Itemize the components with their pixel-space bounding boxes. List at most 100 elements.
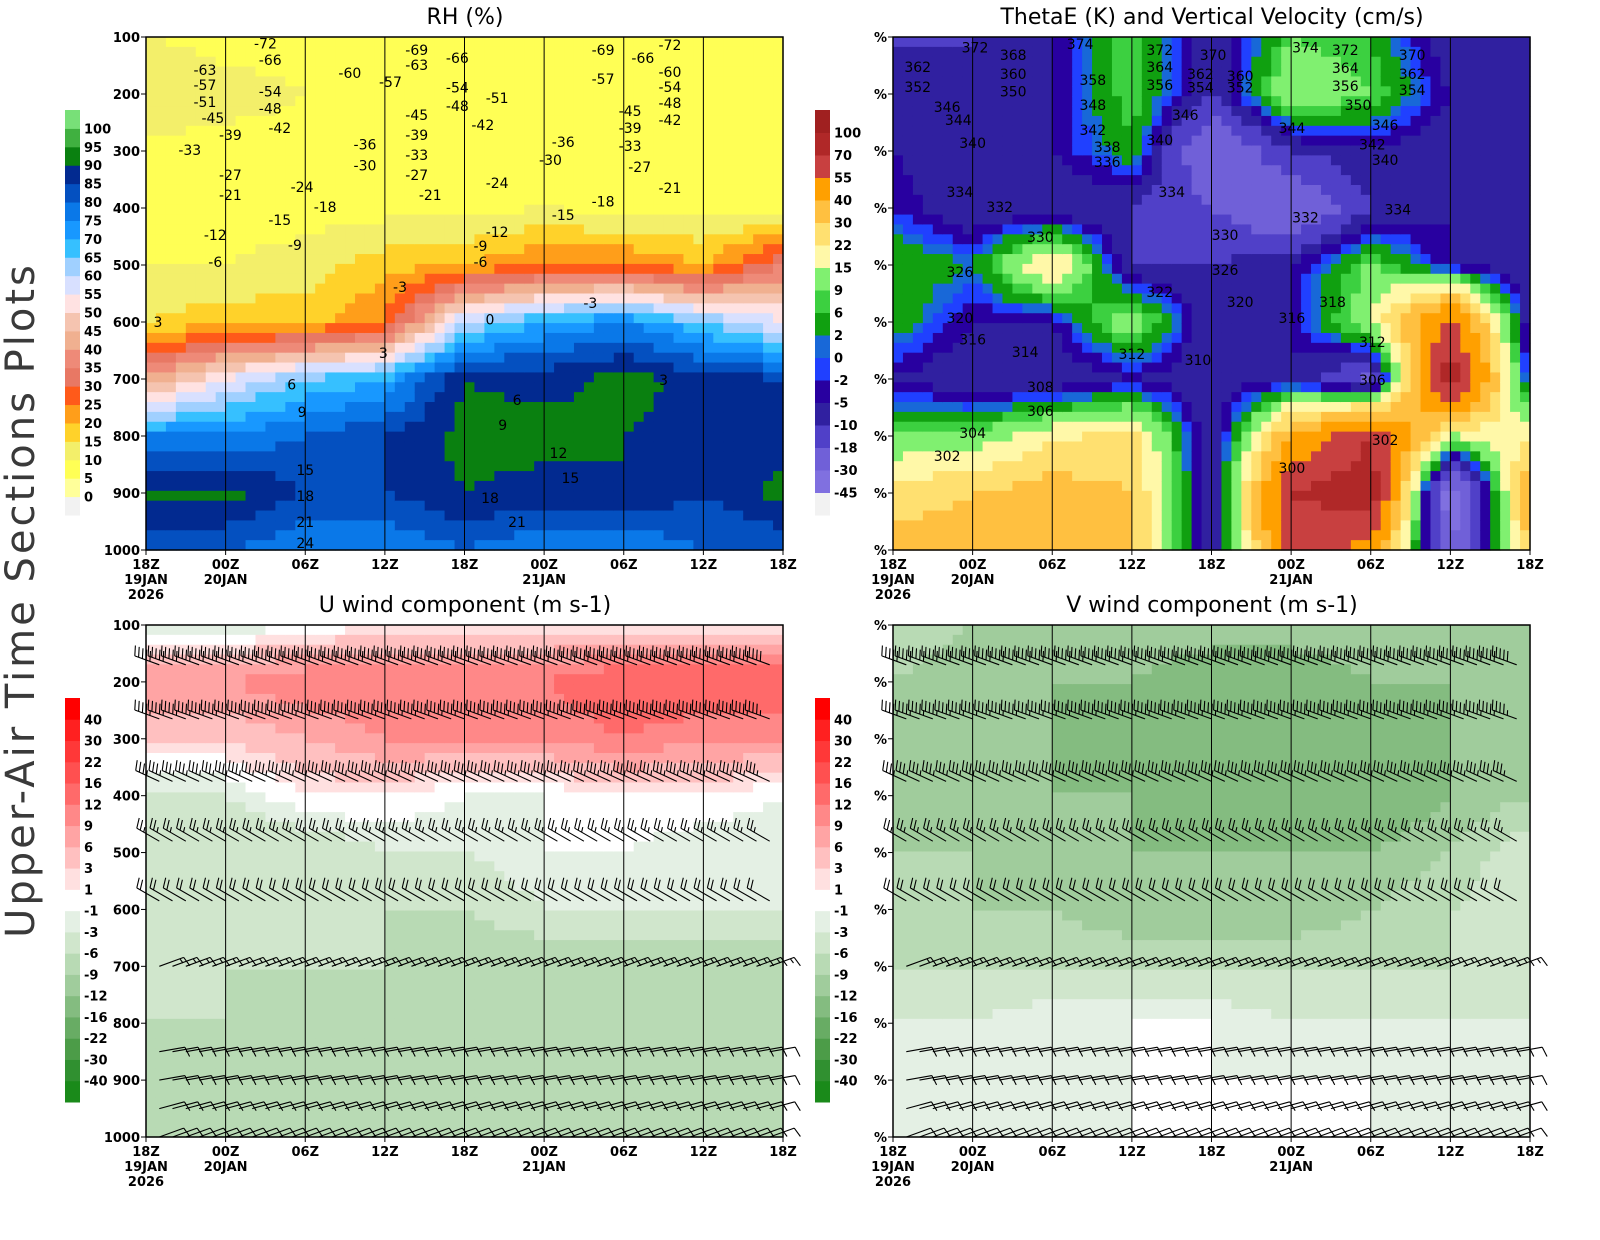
field-cell xyxy=(435,353,446,363)
field-cell xyxy=(345,392,356,402)
field-cell xyxy=(584,244,595,254)
field-cell xyxy=(973,175,984,185)
field-cell xyxy=(425,392,436,402)
field-cell xyxy=(355,501,366,511)
field-cell xyxy=(713,215,724,225)
field-cell xyxy=(594,126,605,136)
field-cell xyxy=(315,441,326,451)
field-cell xyxy=(743,234,754,244)
field-cell xyxy=(176,402,187,412)
field-cell xyxy=(773,234,784,244)
field-cell xyxy=(514,244,525,254)
field-cell xyxy=(305,37,316,47)
field-cell xyxy=(236,67,247,77)
field-cell xyxy=(325,343,336,353)
field-cell xyxy=(713,146,724,156)
field-cell xyxy=(733,175,744,185)
field-cell xyxy=(206,274,217,284)
field-cell xyxy=(584,96,595,106)
field-cell xyxy=(913,372,924,382)
field-cell xyxy=(743,175,754,185)
field-cell xyxy=(1162,254,1173,264)
field-cell xyxy=(146,67,157,77)
field-cell xyxy=(733,116,744,126)
field-cell xyxy=(445,323,456,333)
field-cell xyxy=(315,323,326,333)
field-cell xyxy=(246,343,257,353)
field-cell xyxy=(1082,303,1093,313)
field-cell xyxy=(295,106,306,116)
field-cell xyxy=(933,372,944,382)
field-cell xyxy=(445,392,456,402)
field-cell xyxy=(1012,195,1023,205)
field-cell xyxy=(295,96,306,106)
field-cell xyxy=(713,185,724,195)
field-cell xyxy=(963,96,974,106)
field-cell xyxy=(983,382,994,392)
field-cell xyxy=(285,491,296,501)
field-cell xyxy=(166,501,177,511)
field-cell xyxy=(634,481,645,491)
field-cell xyxy=(743,461,754,471)
field-cell xyxy=(1062,264,1073,274)
field-cell xyxy=(1032,481,1043,491)
field-cell xyxy=(584,530,595,540)
field-cell xyxy=(435,284,446,294)
field-cell xyxy=(514,441,525,451)
field-cell xyxy=(1062,540,1073,550)
field-cell xyxy=(973,205,984,215)
field-cell xyxy=(893,195,904,205)
field-cell xyxy=(385,195,396,205)
field-cell xyxy=(365,57,376,67)
field-cell xyxy=(963,461,974,471)
field-cell xyxy=(1102,57,1113,67)
field-cell xyxy=(743,412,754,422)
field-cell xyxy=(763,67,774,77)
field-cell xyxy=(953,540,964,550)
field-cell xyxy=(156,244,167,254)
field-cell xyxy=(913,234,924,244)
field-cell xyxy=(753,353,764,363)
field-cell xyxy=(1012,501,1023,511)
field-cell xyxy=(484,47,495,57)
field-cell xyxy=(405,461,416,471)
field-cell xyxy=(564,47,575,57)
field-cell xyxy=(285,165,296,175)
field-cell xyxy=(993,254,1004,264)
field-cell xyxy=(534,372,545,382)
field-cell xyxy=(265,294,276,304)
field-cell xyxy=(903,244,914,254)
field-cell xyxy=(773,343,784,353)
field-cell xyxy=(176,47,187,57)
field-cell xyxy=(236,264,247,274)
contour-label: 3 xyxy=(659,373,668,389)
field-cell xyxy=(435,155,446,165)
field-cell xyxy=(455,165,466,175)
field-cell xyxy=(903,511,914,521)
field-cell xyxy=(445,67,456,77)
colorbar-label: 5 xyxy=(84,472,93,487)
field-cell xyxy=(335,155,346,165)
field-cell xyxy=(983,234,994,244)
field-cell xyxy=(753,402,764,412)
field-cell xyxy=(733,471,744,481)
field-cell xyxy=(166,451,177,461)
field-cell xyxy=(1062,520,1073,530)
field-cell xyxy=(1112,333,1123,343)
field-cell xyxy=(953,520,964,530)
field-cell xyxy=(315,520,326,530)
field-cell xyxy=(196,254,207,264)
field-cell xyxy=(1092,323,1103,333)
field-cell xyxy=(933,382,944,392)
field-cell xyxy=(1112,382,1123,392)
field-cell xyxy=(1112,432,1123,442)
field-cell xyxy=(1062,353,1073,363)
field-cell xyxy=(683,402,694,412)
field-cell xyxy=(943,47,954,57)
field-cell xyxy=(773,116,784,126)
field-cell xyxy=(913,481,924,491)
field-cell xyxy=(206,126,217,136)
field-cell xyxy=(465,530,476,540)
field-cell xyxy=(285,37,296,47)
field-cell xyxy=(943,540,954,550)
